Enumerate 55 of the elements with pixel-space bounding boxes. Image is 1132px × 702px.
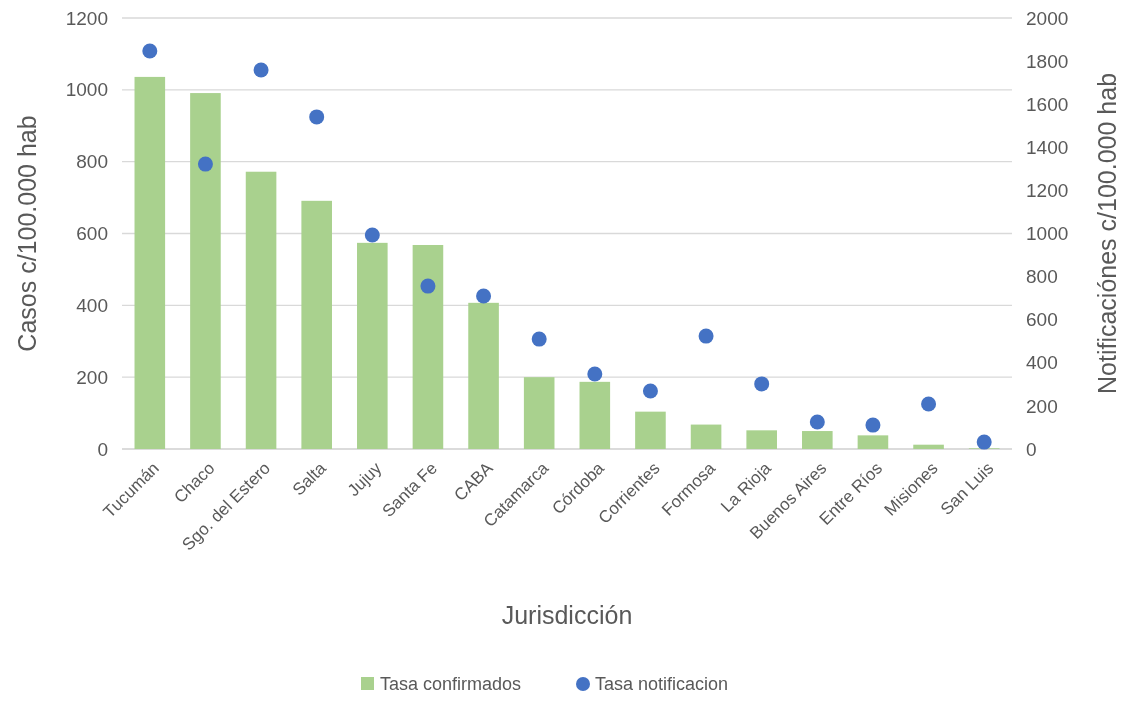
legend-label: Tasa confirmados — [380, 674, 522, 695]
bar — [412, 244, 444, 449]
bar — [134, 76, 166, 449]
point — [531, 331, 547, 347]
point — [642, 383, 658, 399]
point — [253, 62, 269, 78]
y2-tick-label: 400 — [1026, 352, 1058, 374]
point — [865, 417, 881, 433]
y-tick-label: 1000 — [65, 79, 108, 101]
bar — [635, 411, 666, 449]
y2-axis-title: Notificaciónes c/100.000 hab — [1093, 72, 1121, 395]
point — [698, 328, 714, 344]
y2-tick-label: 1600 — [1026, 93, 1069, 115]
point — [587, 366, 603, 382]
bar — [802, 431, 833, 449]
legend-label: Tasa notificacion — [595, 674, 729, 695]
point — [364, 227, 380, 243]
point — [476, 288, 492, 304]
point — [309, 109, 325, 125]
point — [754, 376, 770, 392]
bar — [857, 435, 889, 449]
y-tick-label: 800 — [76, 151, 108, 173]
y-tick-label: 400 — [76, 294, 108, 316]
bar — [746, 430, 777, 449]
y2-tick-label: 2000 — [1026, 7, 1069, 29]
bar — [301, 200, 332, 449]
y2-tick-label: 0 — [1026, 438, 1037, 460]
y2-tick-label: 600 — [1026, 309, 1058, 331]
x-tick-label: San Luis — [937, 458, 998, 519]
y2-tick-label: 1200 — [1026, 180, 1069, 202]
y2-tick-label: 1000 — [1026, 223, 1069, 245]
y-tick-label: 0 — [97, 438, 108, 460]
y2-tick-label: 800 — [1026, 266, 1058, 288]
bar — [690, 424, 722, 449]
point — [921, 396, 937, 412]
y2-tick-label: 1800 — [1026, 50, 1069, 72]
point — [809, 414, 825, 430]
bar — [468, 302, 499, 449]
point — [976, 434, 992, 450]
y-tick-label: 200 — [76, 366, 108, 388]
y-tick-label: 600 — [76, 223, 108, 245]
y-axis-title: Casos c/100.000 hab — [13, 115, 41, 352]
bar — [357, 242, 388, 449]
point — [142, 43, 158, 59]
point — [420, 278, 436, 294]
bar — [579, 381, 611, 449]
y-tick-label: 1200 — [65, 7, 108, 29]
bar — [523, 377, 555, 449]
x-axis-title: Jurisdicción — [501, 601, 633, 629]
point — [197, 156, 213, 172]
y2-tick-label: 200 — [1026, 395, 1058, 417]
bar — [913, 444, 944, 449]
bar — [190, 93, 221, 449]
y2-tick-label: 1400 — [1026, 136, 1069, 158]
bar — [245, 171, 277, 449]
